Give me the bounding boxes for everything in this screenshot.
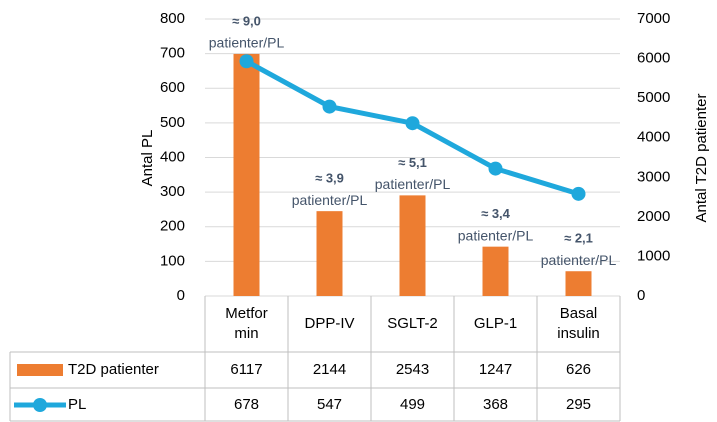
marker <box>571 186 586 201</box>
annotation-text: patienter/PL <box>292 192 368 208</box>
table-value: 499 <box>400 396 425 413</box>
y2-axis-title: Antal T2D patienter <box>693 94 710 223</box>
legend-label: PL <box>68 396 86 413</box>
category-text: SGLT-2 <box>387 315 438 332</box>
y2-tick-label: 1000 <box>637 247 670 264</box>
x-tick-label: Basal insulin <box>537 296 620 352</box>
bar <box>233 53 260 296</box>
annotation-text: patienter/PL <box>209 35 285 51</box>
table-value: 2543 <box>396 361 429 378</box>
y2-tick-label: 7000 <box>637 10 670 27</box>
annotation-value: ≈ 2,1 <box>564 231 593 246</box>
legend-key <box>33 398 47 412</box>
category-text: DPP-IV <box>304 315 355 332</box>
annotation-value: ≈ 9,0 <box>232 13 261 28</box>
annotation-value: ≈ 3,4 <box>481 206 511 221</box>
annotation-value: ≈ 3,9 <box>315 171 344 186</box>
table-value: 1247 <box>479 361 512 378</box>
category-text: Basal insulin <box>557 305 600 342</box>
y-tick-label: 300 <box>160 183 185 200</box>
y2-tick-label: 5000 <box>637 89 670 106</box>
y-tick-label: 600 <box>160 79 185 96</box>
y-tick-label: 700 <box>160 45 185 62</box>
y-tick-label: 400 <box>160 148 185 165</box>
bar <box>565 271 592 296</box>
bar <box>399 195 426 296</box>
x-tick-label: GLP-1 <box>454 296 537 352</box>
y2-tick-label: 4000 <box>637 129 670 146</box>
marker <box>322 99 337 114</box>
y-axis-title: Antal PL <box>139 130 156 187</box>
x-tick-label: SGLT-2 <box>371 296 454 352</box>
table-value: 2144 <box>313 361 346 378</box>
category-text: GLP-1 <box>473 315 518 332</box>
y-tick-label: 200 <box>160 218 185 235</box>
marker <box>488 161 503 176</box>
y-tick-label: 100 <box>160 252 185 269</box>
bar <box>482 246 509 296</box>
table-value: 547 <box>317 396 342 413</box>
x-tick-label: DPP-IV <box>288 296 371 352</box>
legend-label: T2D patienter <box>68 361 159 378</box>
table-value: 678 <box>234 396 259 413</box>
annotation-text: patienter/PL <box>541 252 617 268</box>
table-value: 626 <box>566 361 591 378</box>
table-value: 368 <box>483 396 508 413</box>
annotation-text: patienter/PL <box>375 176 451 192</box>
legend-key <box>17 364 63 376</box>
y2-tick-label: 6000 <box>637 50 670 67</box>
annotation-value: ≈ 5,1 <box>398 155 427 170</box>
category-text: Metformin <box>225 305 268 342</box>
x-tick-label: Metformin <box>205 296 288 352</box>
annotation-text: patienter/PL <box>458 227 534 243</box>
y2-tick-label: 2000 <box>637 208 670 225</box>
y-tick-label: 800 <box>160 10 185 27</box>
y-tick-label: 0 <box>177 287 185 304</box>
marker <box>239 54 254 69</box>
y-tick-label: 500 <box>160 114 185 131</box>
y2-tick-label: 3000 <box>637 168 670 185</box>
table-value: 6117 <box>230 361 262 378</box>
marker <box>405 116 420 131</box>
bar <box>316 211 343 296</box>
table-value: 295 <box>566 396 591 413</box>
y2-tick-label: 0 <box>637 287 645 304</box>
